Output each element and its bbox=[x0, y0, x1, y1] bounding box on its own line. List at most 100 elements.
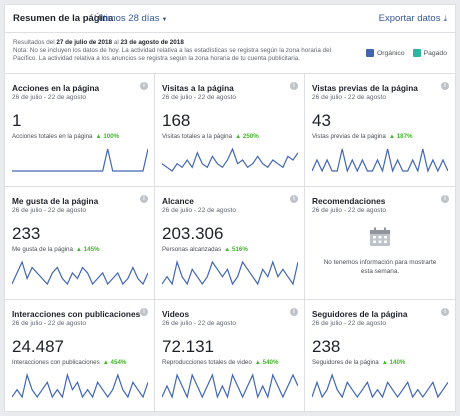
chevron-down-icon: ▼ bbox=[161, 17, 168, 23]
card-date-range: 26 de julio - 22 de agosto bbox=[162, 207, 237, 214]
sparkline-chart bbox=[162, 259, 298, 286]
card-date-range: 26 de julio - 22 de agosto bbox=[312, 320, 387, 327]
card-reach[interactable]: Alcance 26 de julio - 22 de agosto i 203.… bbox=[155, 187, 305, 300]
card-date-range: 26 de julio - 22 de agosto bbox=[12, 94, 87, 101]
empty-message: No tenemos información para mostrarte est… bbox=[323, 259, 437, 275]
sparkline-chart bbox=[312, 148, 448, 173]
trend-percent: ▲ 140% bbox=[381, 359, 406, 366]
metrics-grid: Acciones en la página 26 de julio - 22 d… bbox=[5, 73, 455, 413]
sparkline bbox=[12, 372, 148, 399]
info-icon[interactable]: i bbox=[140, 308, 148, 316]
sparkline bbox=[162, 147, 298, 172]
card-date-range: 26 de julio - 22 de agosto bbox=[312, 94, 387, 101]
legend: Orgánico Pagado bbox=[358, 49, 447, 57]
card-post-engagements[interactable]: Interacciones con publicaciones 26 de ju… bbox=[5, 300, 155, 413]
sparkline-chart bbox=[162, 373, 298, 399]
date-to: 23 de agosto de 2018 bbox=[120, 39, 184, 46]
organic-swatch bbox=[365, 49, 374, 57]
download-icon: ⤓ bbox=[443, 14, 447, 23]
card-page-followers[interactable]: Seguidores de la página 26 de julio - 22… bbox=[305, 300, 455, 413]
date-from: 27 de julio de 2018 bbox=[56, 39, 113, 46]
card-title[interactable]: Vistas previas de la página bbox=[312, 83, 418, 93]
trend-percent: ▲ 100% bbox=[95, 133, 120, 140]
note-line: Nota: No se incluyen los datos de hoy. L… bbox=[13, 47, 332, 55]
card-date-range: 26 de julio - 22 de agosto bbox=[162, 320, 237, 327]
card-value: 203.306 bbox=[162, 224, 224, 243]
card-date-range: 26 de julio - 22 de agosto bbox=[162, 94, 237, 101]
panel-header: Resumen de la página Últimos 28 días ▼ Ex… bbox=[5, 5, 455, 33]
card-title[interactable]: Visitas a la página bbox=[162, 83, 234, 93]
card-title[interactable]: Acciones en la página bbox=[12, 83, 100, 93]
trend-percent: ▲ 454% bbox=[102, 359, 127, 366]
card-subtitle: Reproducciones totales de video ▲ 540% bbox=[162, 359, 279, 366]
legend-paid[interactable]: Pagado bbox=[412, 49, 447, 57]
trend-percent: ▲ 540% bbox=[254, 359, 279, 366]
info-icon[interactable]: i bbox=[140, 195, 148, 203]
info-icon[interactable]: i bbox=[140, 82, 148, 90]
card-page-likes[interactable]: Me gusta de la página 26 de julio - 22 d… bbox=[5, 187, 155, 300]
note-line: Pacífico. La actividad relativa a los an… bbox=[13, 55, 301, 63]
sparkline bbox=[312, 373, 448, 399]
sparkline-chart bbox=[12, 148, 148, 172]
trend-percent: ▲ 516% bbox=[224, 246, 248, 253]
empty-state: No tenemos información para mostrarte est… bbox=[305, 227, 455, 276]
card-title[interactable]: Interacciones con publicaciones bbox=[12, 309, 141, 319]
info-icon[interactable]: i bbox=[441, 308, 449, 316]
trend-percent: ▲ 145% bbox=[75, 246, 100, 253]
results-notes: Resultados del 27 de julio de 2018 al 23… bbox=[13, 39, 343, 64]
legend-organic[interactable]: Orgánico bbox=[365, 49, 405, 57]
card-recommendations[interactable]: Recomendaciones 26 de julio - 22 de agos… bbox=[305, 187, 455, 300]
card-value: 238 bbox=[312, 337, 341, 356]
calendar-icon bbox=[370, 227, 390, 246]
sparkline bbox=[12, 260, 148, 286]
export-data-link[interactable]: Exportar datos ⤓ bbox=[379, 13, 447, 24]
card-title[interactable]: Alcance bbox=[162, 196, 194, 206]
card-value: 43 bbox=[312, 111, 331, 130]
panel-title: Resumen de la página bbox=[13, 13, 114, 24]
results-range: Resultados del 27 de julio de 2018 al 23… bbox=[13, 39, 184, 46]
card-subtitle: Vistas previas de la página ▲ 187% bbox=[312, 133, 413, 140]
info-icon[interactable]: i bbox=[290, 308, 298, 316]
card-subtitle: Visitas totales a la página ▲ 250% bbox=[162, 133, 259, 140]
period-label: Últimos 28 días bbox=[94, 13, 160, 24]
card-subtitle: Seguidores de la página ▲ 140% bbox=[312, 359, 406, 366]
info-icon[interactable]: i bbox=[441, 82, 449, 90]
paid-swatch bbox=[412, 49, 421, 57]
trend-percent: ▲ 187% bbox=[388, 133, 413, 140]
info-icon[interactable]: i bbox=[290, 195, 298, 203]
card-date-range: 26 de julio - 22 de agosto bbox=[12, 207, 87, 214]
card-title[interactable]: Me gusta de la página bbox=[12, 196, 99, 206]
export-label: Exportar datos bbox=[378, 13, 441, 24]
period-dropdown[interactable]: Últimos 28 días ▼ bbox=[94, 13, 167, 24]
trend-percent: ▲ 250% bbox=[235, 133, 259, 140]
sparkline-chart bbox=[312, 373, 448, 399]
sparkline-chart bbox=[12, 260, 148, 286]
card-page-actions[interactable]: Acciones en la página 26 de julio - 22 d… bbox=[5, 74, 155, 187]
sparkline-chart bbox=[12, 372, 148, 399]
card-title[interactable]: Seguidores de la página bbox=[312, 309, 408, 319]
card-value: 168 bbox=[162, 111, 191, 130]
card-page-visits[interactable]: Visitas a la página 26 de julio - 22 de … bbox=[155, 74, 305, 187]
card-title[interactable]: Videos bbox=[162, 309, 190, 319]
card-value: 1 bbox=[12, 111, 22, 130]
sparkline bbox=[312, 148, 448, 173]
card-value: 24.487 bbox=[12, 337, 64, 356]
card-value: 72.131 bbox=[162, 337, 214, 356]
card-subtitle: Me gusta de la página ▲ 145% bbox=[12, 246, 100, 253]
card-subtitle: Acciones totales en la página ▲ 100% bbox=[12, 133, 120, 140]
card-subtitle: Interacciones con publicaciones ▲ 454% bbox=[12, 359, 127, 366]
card-date-range: 26 de julio - 22 de agosto bbox=[312, 207, 387, 214]
page-summary-panel: Resumen de la página Últimos 28 días ▼ Ex… bbox=[4, 4, 456, 413]
card-subtitle: Personas alcanzadas ▲ 516% bbox=[162, 246, 248, 253]
sparkline bbox=[162, 259, 298, 286]
sparkline-chart bbox=[162, 147, 298, 172]
card-title[interactable]: Recomendaciones bbox=[312, 196, 386, 206]
sparkline bbox=[162, 373, 298, 399]
sparkline bbox=[12, 148, 148, 172]
card-date-range: 26 de julio - 22 de agosto bbox=[12, 320, 87, 327]
card-value: 233 bbox=[12, 224, 41, 243]
info-icon[interactable]: i bbox=[290, 82, 298, 90]
card-page-previews[interactable]: Vistas previas de la página 26 de julio … bbox=[305, 74, 455, 187]
info-icon[interactable]: i bbox=[441, 195, 449, 203]
card-videos[interactable]: Videos 26 de julio - 22 de agosto i 72.13… bbox=[155, 300, 305, 413]
